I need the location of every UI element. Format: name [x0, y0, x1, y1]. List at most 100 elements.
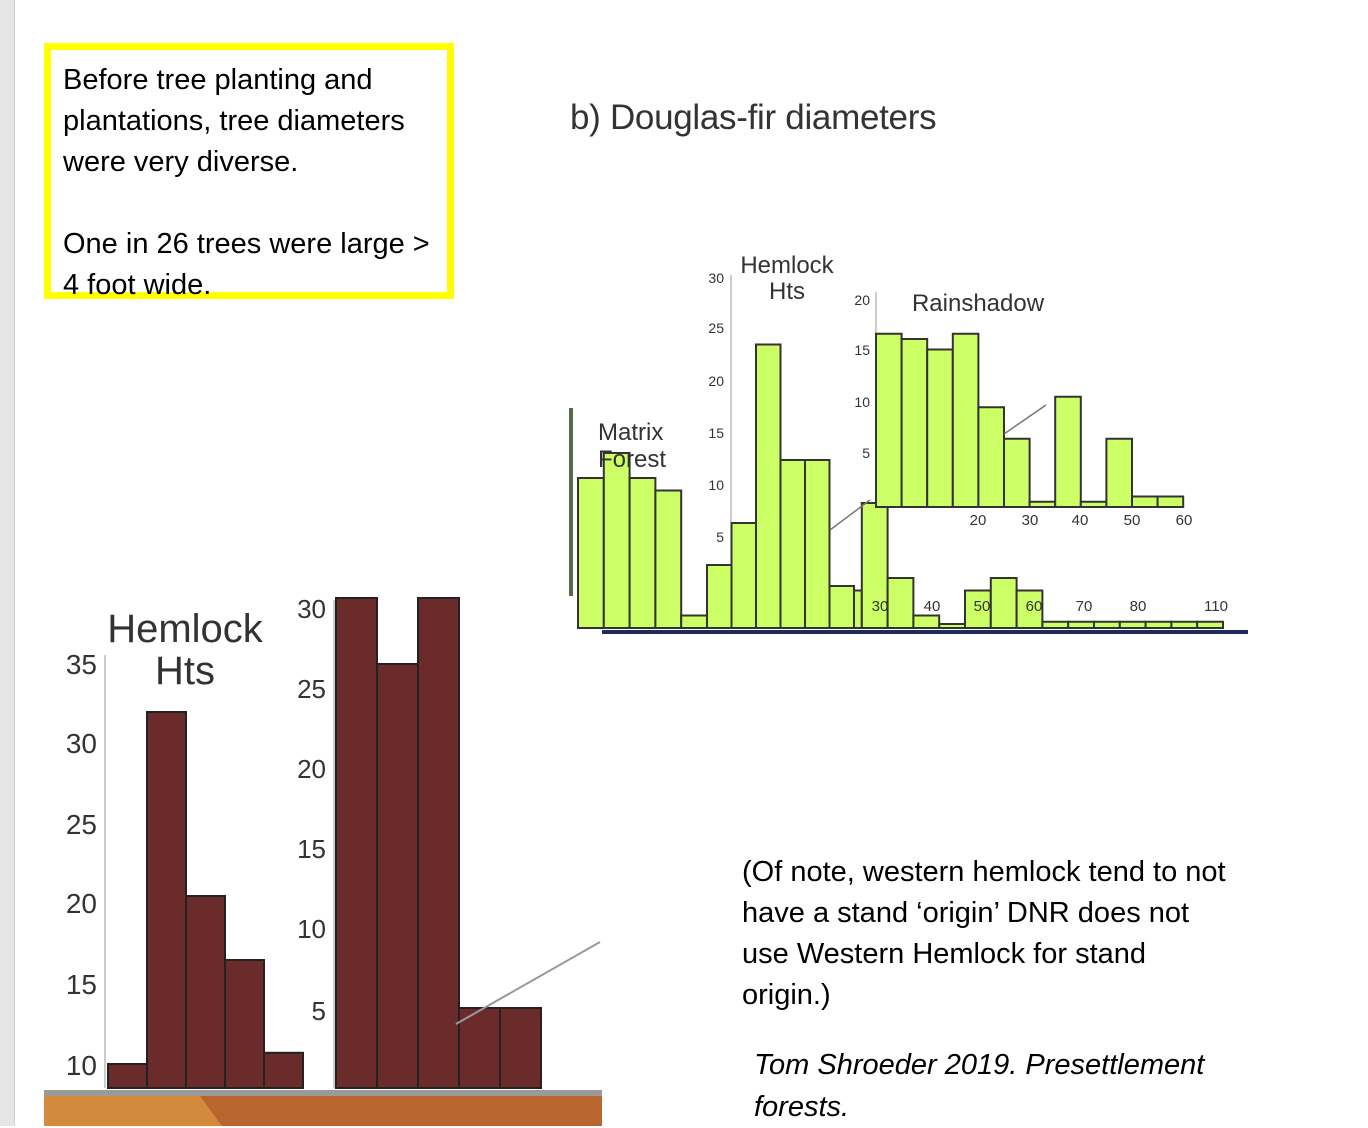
matrix-bar-4: [680, 614, 709, 629]
matrix-x-tick-60: 60: [1026, 598, 1043, 615]
matrix-bar-16: [989, 577, 1018, 629]
rainshadow-bar-0: [875, 332, 903, 508]
enlarged-inner-y-tick-15: 15: [297, 834, 326, 864]
rainshadow-bar-10: [1131, 495, 1159, 508]
matrix-bar-3: [654, 489, 683, 629]
rainshadow-bar-3: [951, 332, 980, 508]
enlarged-inner-bar-0: [335, 597, 378, 1089]
enlarged-label-0: Hemlock: [107, 607, 264, 651]
matrix-x-tick-40: 40: [924, 598, 941, 615]
hemlock-bar-5: [828, 585, 855, 629]
rainshadow-label: Rainshadow: [912, 290, 1045, 317]
note-text: (Of note, western hemlock tend to not ha…: [742, 856, 1226, 1011]
rainshadow-bar-2: [926, 348, 954, 508]
figure-title: b) Douglas-fir diameters: [570, 98, 937, 137]
hemlock-y-tick-5: 5: [716, 529, 724, 545]
matrix-bar-12: [886, 577, 915, 629]
enlarged-inner-bar-2: [417, 597, 460, 1089]
matrix-x-tick-50: 50: [974, 598, 991, 615]
hemlock-label-1: Hts: [769, 278, 805, 305]
rainshadow-bar-11: [1156, 495, 1185, 508]
enlarged-outer-bar-2: [185, 895, 226, 1089]
matrix-bar-19: [1067, 620, 1095, 629]
matrix-bar-21: [1118, 620, 1147, 629]
hemlock-y-tick-20: 20: [708, 373, 724, 389]
hemlock-y-tick-10: 10: [708, 477, 724, 493]
callout-paragraph-2: One in 26 trees were large > 4 foot wide…: [63, 228, 430, 301]
enlarged-outer-bar-3: [224, 959, 265, 1089]
matrix-bar-11: [860, 502, 889, 629]
hemlock-label-0: Hemlock: [740, 252, 834, 279]
matrix-bar-0: [577, 477, 605, 629]
enlarged-outer-bar-0: [107, 1063, 148, 1089]
enlarged-inner-y-tick-10: 10: [297, 914, 326, 944]
rainshadow-x-tick-50: 50: [1124, 512, 1141, 529]
chart-rainshadow: 20 15 10 5 20 30 40 50 60 Rainshadow: [854, 290, 1192, 529]
enlarged-label-1: Hts: [155, 649, 215, 693]
hemlock-bar-4: [804, 459, 831, 629]
citation-text: Tom Shroeder 2019. Presettlement forests…: [754, 1049, 1205, 1123]
rainshadow-x-tick-20: 20: [970, 512, 987, 529]
matrix-edge: [569, 408, 573, 596]
enlarged-inner-y-tick-20: 20: [297, 754, 326, 784]
slide-footer-edge: [44, 1090, 602, 1096]
rainshadow-x-tick-60: 60: [1176, 512, 1193, 529]
hemlock-bar-1: [730, 522, 757, 629]
matrix-x-tick-80: 80: [1130, 598, 1147, 615]
enlarged-inner-bar-4: [499, 1007, 542, 1089]
enlarged-inner-y-tick-25: 25: [297, 674, 326, 704]
hemlock-bar-0: [706, 564, 733, 629]
matrix-bar-22: [1144, 620, 1173, 629]
slide-footer-accent: [44, 1096, 222, 1126]
enlarged-outer-bar-4: [263, 1051, 304, 1090]
enlarged-inner-y-tick-30: 30: [297, 594, 326, 624]
enlarged-inner-y-tick-5: 5: [312, 996, 326, 1026]
enlarged-outer-y-tick-30: 30: [66, 728, 97, 759]
matrix-x-tick-70: 70: [1076, 598, 1093, 615]
matrix-bar-15: [964, 589, 992, 629]
hemlock-bar-2: [755, 343, 782, 629]
info-callout: Before tree planting and plantations, tr…: [44, 43, 454, 301]
matrix-bar-14: [938, 623, 967, 629]
enlarged-outer-y-tick-35: 35: [66, 649, 97, 680]
matrix-label-1: Forest: [598, 446, 666, 473]
left-rule: [0, 0, 15, 1126]
rainshadow-y-tick-5: 5: [862, 445, 870, 461]
rainshadow-x-tick-30: 30: [1022, 512, 1039, 529]
rainshadow-y-tick-15: 15: [854, 342, 870, 358]
enlarged-outer-y-tick-10: 10: [66, 1050, 97, 1081]
matrix-bar-24: [1196, 620, 1224, 629]
matrix-bar-1: [602, 452, 631, 629]
rainshadow-bar-9: [1105, 437, 1134, 508]
enlarged-inner-bar-3: [458, 1007, 501, 1089]
enlarged-outer-y-tick-20: 20: [66, 888, 97, 919]
hemlock-bar-3: [779, 459, 806, 629]
enlarged-connector: [455, 941, 601, 1025]
matrix-bar-20: [1093, 620, 1121, 629]
matrix-x-tick-110: 110: [1204, 598, 1228, 615]
rainshadow-bar-7: [1054, 395, 1082, 508]
hemlock-y-tick-30: 30: [708, 270, 724, 286]
rainshadow-bar-5: [1003, 437, 1031, 508]
matrix-bar-23: [1170, 620, 1199, 629]
rainshadow-y-tick-10: 10: [854, 394, 870, 410]
hemlock-y-tick-25: 25: [708, 320, 724, 336]
callout-paragraph-1: Before tree planting and plantations, tr…: [63, 64, 405, 178]
enlarged-inner-bar-1: [376, 663, 419, 1089]
rainshadow-connector: [1003, 404, 1047, 435]
rainshadow-x-tick-40: 40: [1072, 512, 1089, 529]
rainshadow-bar-4: [977, 406, 1006, 508]
hemlock-y-tick-15: 15: [708, 425, 724, 441]
rainshadow-bar-6: [1028, 500, 1057, 508]
matrix-bar-13: [912, 614, 941, 629]
rainshadow-y-tick-20: 20: [854, 292, 870, 308]
matrix-label-0: Matrix: [598, 419, 663, 446]
matrix-bar-2: [628, 477, 657, 629]
rainshadow-bar-8: [1079, 500, 1108, 508]
enlarged-outer-y-tick-15: 15: [66, 969, 97, 1000]
rainshadow-bar-1: [900, 338, 929, 508]
matrix-x-tick-30: 30: [872, 598, 889, 615]
